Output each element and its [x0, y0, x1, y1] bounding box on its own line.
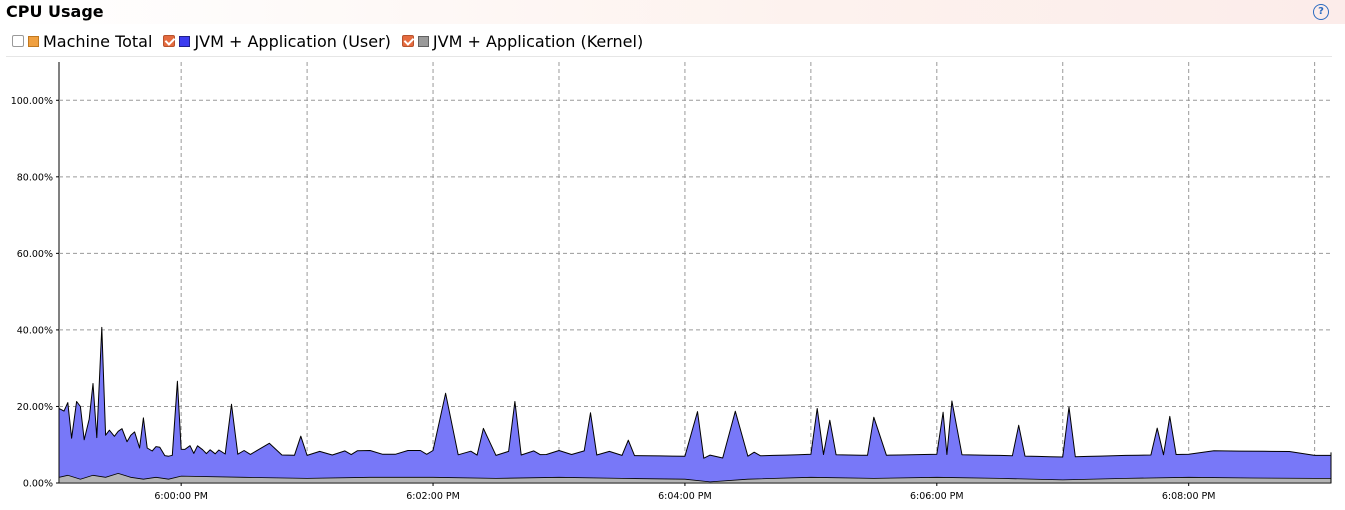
chart-legend: Machine Total JVM + Application (User) J… [12, 30, 654, 52]
y-tick-label: 20.00% [17, 402, 53, 413]
y-tick-label: 0.00% [23, 479, 53, 490]
jvm-user-checkbox[interactable] [163, 35, 176, 47]
series-area-jvm-user [58, 326, 1332, 484]
legend-item-jvm-user[interactable]: JVM + Application (User) [163, 31, 391, 51]
legend-divider [6, 56, 1332, 57]
y-tick-label: 80.00% [17, 172, 53, 183]
y-tick-label: 40.00% [17, 325, 53, 336]
x-tick-label: 6:08:00 PM [1162, 491, 1216, 502]
y-tick-label: 100.00% [11, 96, 53, 107]
jvm-kernel-swatch [417, 35, 429, 47]
x-tick-label: 6:00:00 PM [154, 491, 208, 502]
series-area-jvm-kernel [58, 472, 1332, 484]
jvm-user-swatch [179, 35, 191, 47]
legend-item-machine-total[interactable]: Machine Total [12, 32, 152, 51]
machine-total-swatch [28, 35, 39, 47]
legend-item-jvm-kernel[interactable]: JVM + Application (Kernel) [401, 31, 644, 51]
panel-title: CPU Usage [6, 2, 104, 21]
x-tick-label: 6:02:00 PM [406, 491, 460, 502]
legend-label: JVM + Application (Kernel) [432, 31, 644, 51]
legend-label: Machine Total [43, 31, 153, 51]
panel-header: CPU Usage ? [0, 0, 1345, 24]
question-circle-icon[interactable]: ? [1313, 4, 1329, 20]
x-tick-label: 6:04:00 PM [658, 491, 712, 502]
machine-total-checkbox[interactable] [12, 35, 24, 47]
x-tick-label: 6:06:00 PM [910, 491, 964, 502]
jvm-kernel-checkbox[interactable] [401, 35, 414, 47]
y-tick-label: 60.00% [17, 249, 53, 260]
legend-label: JVM + Application (User) [194, 31, 391, 51]
